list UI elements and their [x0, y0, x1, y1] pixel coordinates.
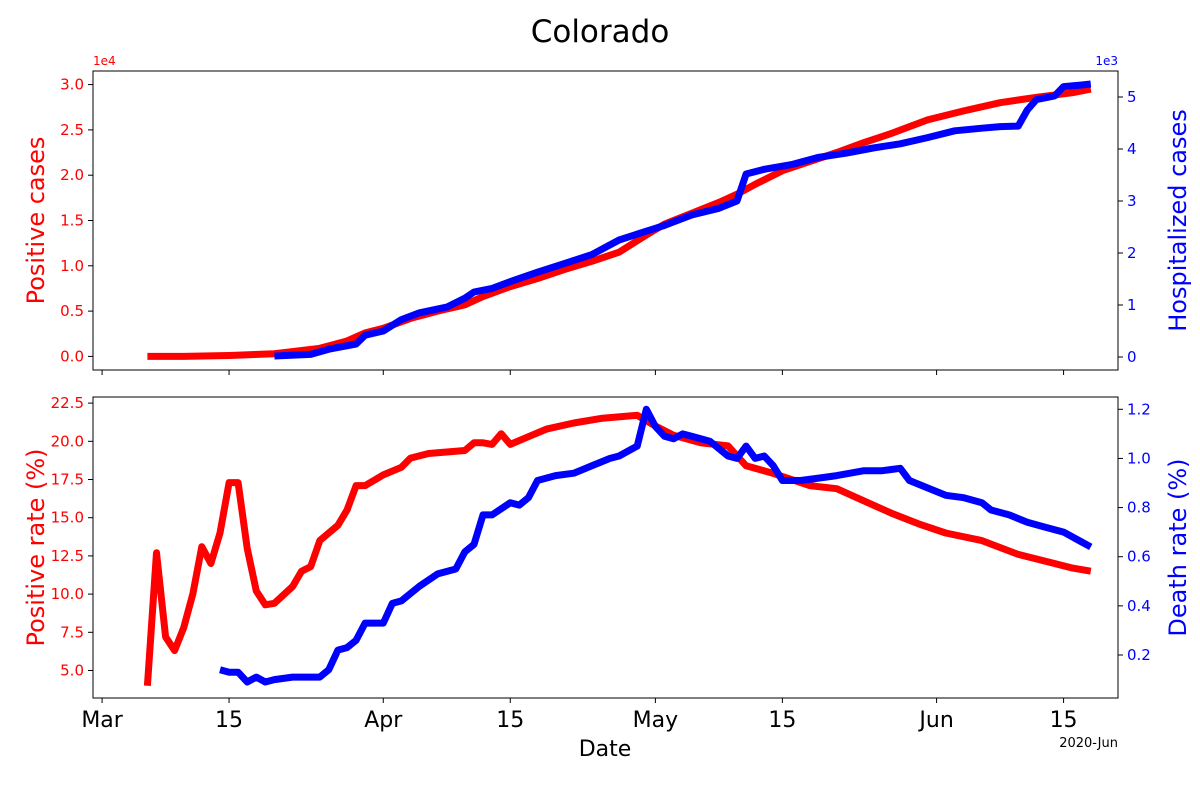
y-tick-label-left: 2.0	[60, 166, 84, 184]
series-line-left-bottom	[143, 411, 1092, 687]
panel-top: 0.0 0.5 1.0 1.5 2.0 2.5 3.0 0 1 2 3 4 5 1e4 1e3 Positiv…	[22, 54, 1192, 375]
y-tick-label-right: 0.4	[1127, 597, 1151, 615]
y-tick-label-left: 0.0	[60, 347, 84, 365]
y-tick-label-left: 5.0	[60, 661, 84, 679]
y-tick-label-right: 0.6	[1127, 548, 1151, 566]
panel-bottom: 5.0 7.5 10.0 12.5 15.0 17.5 20.0 22.5 0.2 0.4 0.6 0…	[22, 394, 1192, 733]
y-tick-label-right: 0.2	[1127, 646, 1151, 664]
x-tick-label: Apr	[364, 708, 403, 733]
y-tick-label-left: 1.0	[60, 257, 84, 275]
y-axis-label-right: Death rate (%)	[1164, 458, 1192, 636]
y-tick-label-left: 10.0	[51, 585, 84, 603]
y-tick-label-left: 0.5	[60, 302, 84, 320]
series-line-right-bottom	[219, 405, 1093, 686]
y-offset-label-right: 1e3	[1095, 54, 1118, 68]
y-tick-label-left: 15.0	[51, 509, 84, 527]
y-axis-label-left: Positive cases	[22, 137, 50, 305]
y-tick-label-left: 3.0	[60, 76, 84, 94]
x-tick-label: 15	[215, 708, 243, 733]
series-line-left-top	[147, 85, 1092, 360]
x-tick-label: 15	[496, 708, 524, 733]
x-tick-label: Mar	[81, 708, 123, 733]
y-tick-label-right: 1.2	[1127, 400, 1151, 418]
y-tick-label-left: 20.0	[51, 432, 84, 450]
x-tick-label: 15	[768, 708, 796, 733]
chart-title: Colorado	[531, 14, 670, 50]
y-tick-label-right: 1	[1127, 296, 1137, 314]
series-line-right-top	[274, 80, 1092, 360]
y-tick-label-right: 2	[1127, 244, 1137, 262]
y-tick-label-right: 1.0	[1127, 449, 1151, 467]
x-tick-label: 15	[1050, 708, 1078, 733]
x-tick-label: May	[633, 708, 678, 733]
y-tick-label-right: 3	[1127, 192, 1137, 210]
y-tick-label-left: 17.5	[51, 471, 84, 489]
y-tick-label-right: 0	[1127, 348, 1137, 366]
y-tick-label-right: 5	[1127, 88, 1137, 106]
axes-frame	[92, 396, 1119, 699]
y-tick-label-right: 0.8	[1127, 499, 1151, 517]
y-tick-label-right: 4	[1127, 140, 1137, 158]
y-tick-label-left: 2.5	[60, 121, 84, 139]
y-tick-label-left: 22.5	[51, 394, 84, 412]
y-offset-label-left: 1e4	[93, 54, 116, 68]
y-tick-label-left: 1.5	[60, 212, 84, 230]
x-offset-label: 2020-Jun	[1059, 736, 1118, 751]
y-axis-label-left: Positive rate (%)	[22, 448, 50, 646]
y-tick-label-left: 7.5	[60, 623, 84, 641]
x-axis-label: Date	[579, 737, 632, 762]
y-tick-label-left: 12.5	[51, 547, 84, 565]
y-axis-label-right: Hospitalized cases	[1164, 109, 1192, 332]
x-tick-label: Jun	[917, 708, 953, 733]
